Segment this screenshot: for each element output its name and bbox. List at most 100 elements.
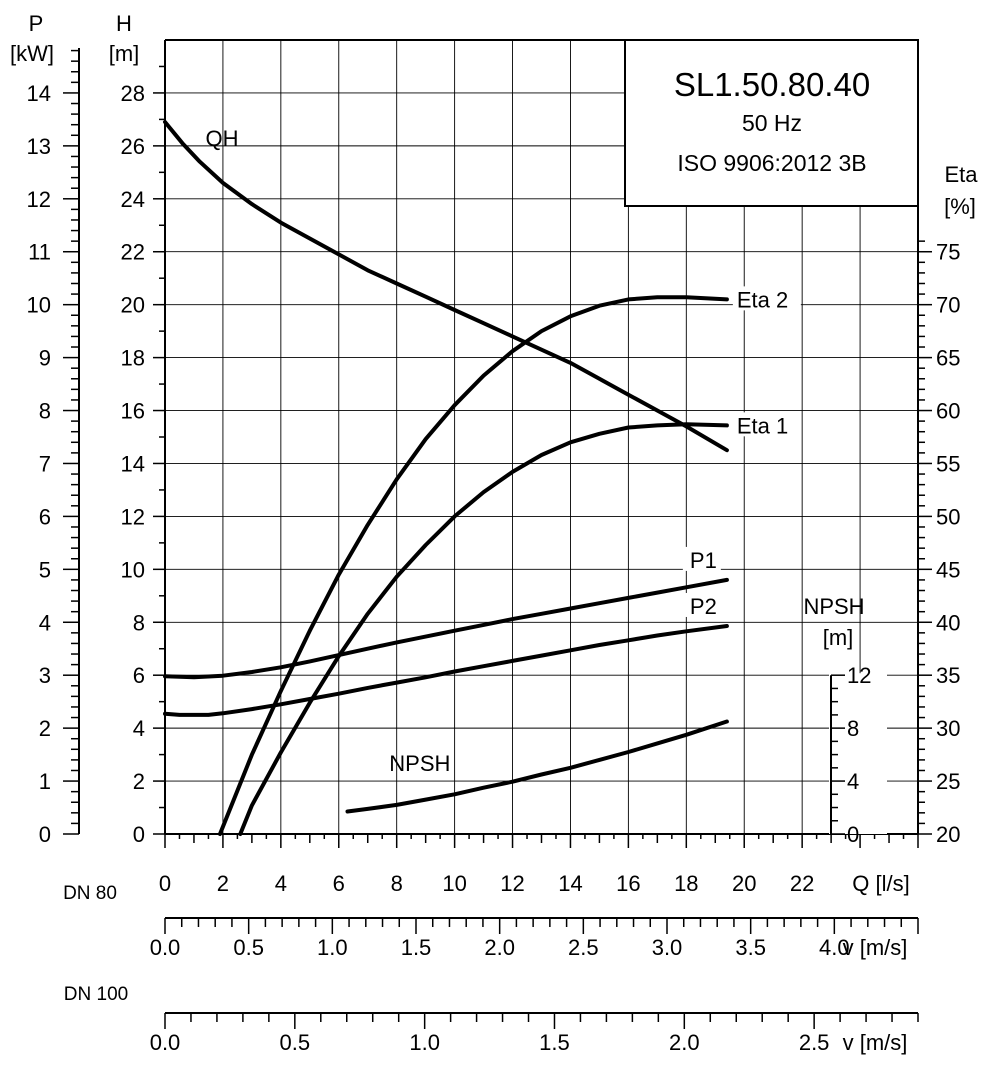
p-axis-tick-label: 0 — [39, 822, 51, 847]
npsh-axis-tick-label: 0 — [847, 822, 859, 847]
title-box: SL1.50.80.40 50 Hz ISO 9906:2012 3B — [624, 39, 919, 207]
chart-subtitle-standard: ISO 9906:2012 3B — [677, 150, 866, 176]
npsh-axis-tick-label: 8 — [847, 716, 859, 741]
h-axis-unit: [m] — [109, 41, 140, 66]
x-axis-tick-label: 0 — [159, 871, 171, 896]
npsh-axis-unit: [m] — [823, 625, 854, 650]
p-axis-tick-label: 9 — [39, 346, 51, 371]
h-axis-tick-label: 22 — [121, 240, 145, 265]
curves — [163, 120, 729, 836]
x-axis-tick-label: 14 — [558, 871, 582, 896]
npsh-axis-title: NPSH — [803, 594, 864, 619]
p-axis-tick-label: 14 — [27, 81, 51, 106]
x-axis-tick-label: 18 — [674, 871, 698, 896]
curve-label-backdrop — [732, 286, 801, 311]
h-axis-tick-label: 20 — [121, 293, 145, 318]
eta-axis-tick-label: 75 — [936, 240, 960, 265]
npsh-axis-tick-label: 12 — [847, 663, 871, 688]
velocity-tick-label: 0.5 — [233, 935, 264, 960]
h-axis-tick-label: 2 — [133, 769, 145, 794]
p-axis-tick-label: 7 — [39, 451, 51, 476]
velocity-tick-label: 2.5 — [799, 1030, 830, 1055]
eta-axis-tick-label: 65 — [936, 346, 960, 371]
eta-axis-title: Eta — [944, 162, 978, 187]
curve-qh — [163, 120, 729, 453]
eta-axis-tick-label: 60 — [936, 399, 960, 424]
curve-eta-1 — [238, 422, 729, 836]
p-axis-tick-label: 13 — [27, 134, 51, 159]
h-axis-tick-label: 6 — [133, 663, 145, 688]
velocity-scale-name: DN 100 — [64, 984, 128, 1005]
velocity-tick-label: 1.5 — [539, 1030, 570, 1055]
eta-axis-tick-label: 30 — [936, 716, 960, 741]
h-axis-tick-label: 12 — [121, 504, 145, 529]
velocity-tick-label: 3.0 — [652, 935, 683, 960]
p-axis-tick-label: 10 — [27, 293, 51, 318]
h-axis-tick-label: 28 — [121, 81, 145, 106]
x-axis-tick-label: 12 — [500, 871, 524, 896]
p-axis-tick-label: 12 — [27, 187, 51, 212]
h-axis-tick-label: 14 — [121, 451, 145, 476]
x-axis-tick-label: 16 — [616, 871, 640, 896]
eta-axis-tick-label: 55 — [936, 451, 960, 476]
npsh-axis-backdrop — [829, 673, 887, 834]
velocity-tick-label: 2.0 — [484, 935, 515, 960]
velocity-tick-label: 2.0 — [669, 1030, 700, 1055]
h-axis-tick-label: 16 — [121, 399, 145, 424]
chart-subtitle-frequency: 50 Hz — [742, 110, 802, 136]
p-axis-tick-label: 4 — [39, 610, 51, 635]
velocity-unit-label: v [m/s] — [843, 1030, 908, 1055]
x-axis-tick-label: 22 — [790, 871, 814, 896]
curve-labels: QH Eta 2 Eta 1 P1 P2 NPSH — [206, 126, 801, 776]
eta-axis-tick-label: 25 — [936, 769, 960, 794]
curve-label-backdrop — [732, 412, 801, 437]
h-axis-tick-label: 10 — [121, 557, 145, 582]
curve-eta-2 — [218, 295, 729, 836]
x-axis-tick-label: 2 — [217, 871, 229, 896]
p-axis-tick-label: 3 — [39, 663, 51, 688]
chart-title: SL1.50.80.40 — [674, 66, 870, 103]
x-axis-tick-label: 20 — [732, 871, 756, 896]
velocity-tick-label: 0.0 — [150, 1030, 181, 1055]
velocity-scale-name: DN 80 — [63, 883, 117, 904]
p-axis-tick-label: 8 — [39, 399, 51, 424]
velocity-scale-dn-80: DN 80 0.0 0.5 1.0 1.5 2.0 2.5 3.0 3.5 4.0v [m/s] — [63, 883, 919, 960]
eta-axis-unit: [%] — [944, 194, 976, 219]
velocity-scale-dn-100: DN 100 0.0 0.5 1.0 1.5 2.0 2.5 v [m/s] — [64, 984, 919, 1055]
eta-axis-tick-label: 70 — [936, 293, 960, 318]
curve-npsh — [345, 719, 729, 814]
curve-label-eta-2: Eta 2 — [737, 287, 788, 312]
title-box-frame — [624, 39, 919, 207]
p-axis-tick-label: 1 — [39, 769, 51, 794]
x-axis-tick-label: 10 — [442, 871, 466, 896]
p-axis-title: P — [29, 11, 44, 36]
curve-label-qh: QH — [206, 126, 239, 151]
curve-p2 — [163, 624, 729, 717]
curve-label-p2: P2 — [690, 594, 717, 619]
h-axis-tick-label: 4 — [133, 716, 145, 741]
velocity-tick-label: 2.5 — [568, 935, 599, 960]
h-axis-tick-label: 8 — [133, 610, 145, 635]
curve-label-p1: P1 — [690, 548, 717, 573]
x-axis-tick-label: 8 — [391, 871, 403, 896]
curve-label-backdrop — [682, 592, 721, 617]
x-axis-title: Q [l/s] — [852, 871, 909, 896]
velocity-unit-label: v [m/s] — [843, 935, 908, 960]
velocity-tick-label: 1.5 — [401, 935, 432, 960]
velocity-tick-label: 0.0 — [150, 935, 181, 960]
h-axis-tick-label: 18 — [121, 346, 145, 371]
velocity-tick-label: 1.0 — [409, 1030, 440, 1055]
curve-label-eta-1: Eta 1 — [737, 413, 788, 438]
p-axis-tick-label: 2 — [39, 716, 51, 741]
h-axis-tick-label: 24 — [121, 187, 145, 212]
curve-p1 — [163, 577, 729, 680]
velocity-tick-label: 4.0 — [819, 935, 850, 960]
p-axis-tick-label: 5 — [39, 557, 51, 582]
h-axis-title: H — [116, 11, 132, 36]
npsh-axis: 0 4 8 12 — [829, 663, 887, 847]
curve-label-backdrop — [682, 546, 721, 571]
p-axis-unit: [kW] — [10, 41, 54, 66]
velocity-tick-label: 0.5 — [280, 1030, 311, 1055]
axes: 0123456789101112131402468101214161820222… — [27, 39, 960, 896]
